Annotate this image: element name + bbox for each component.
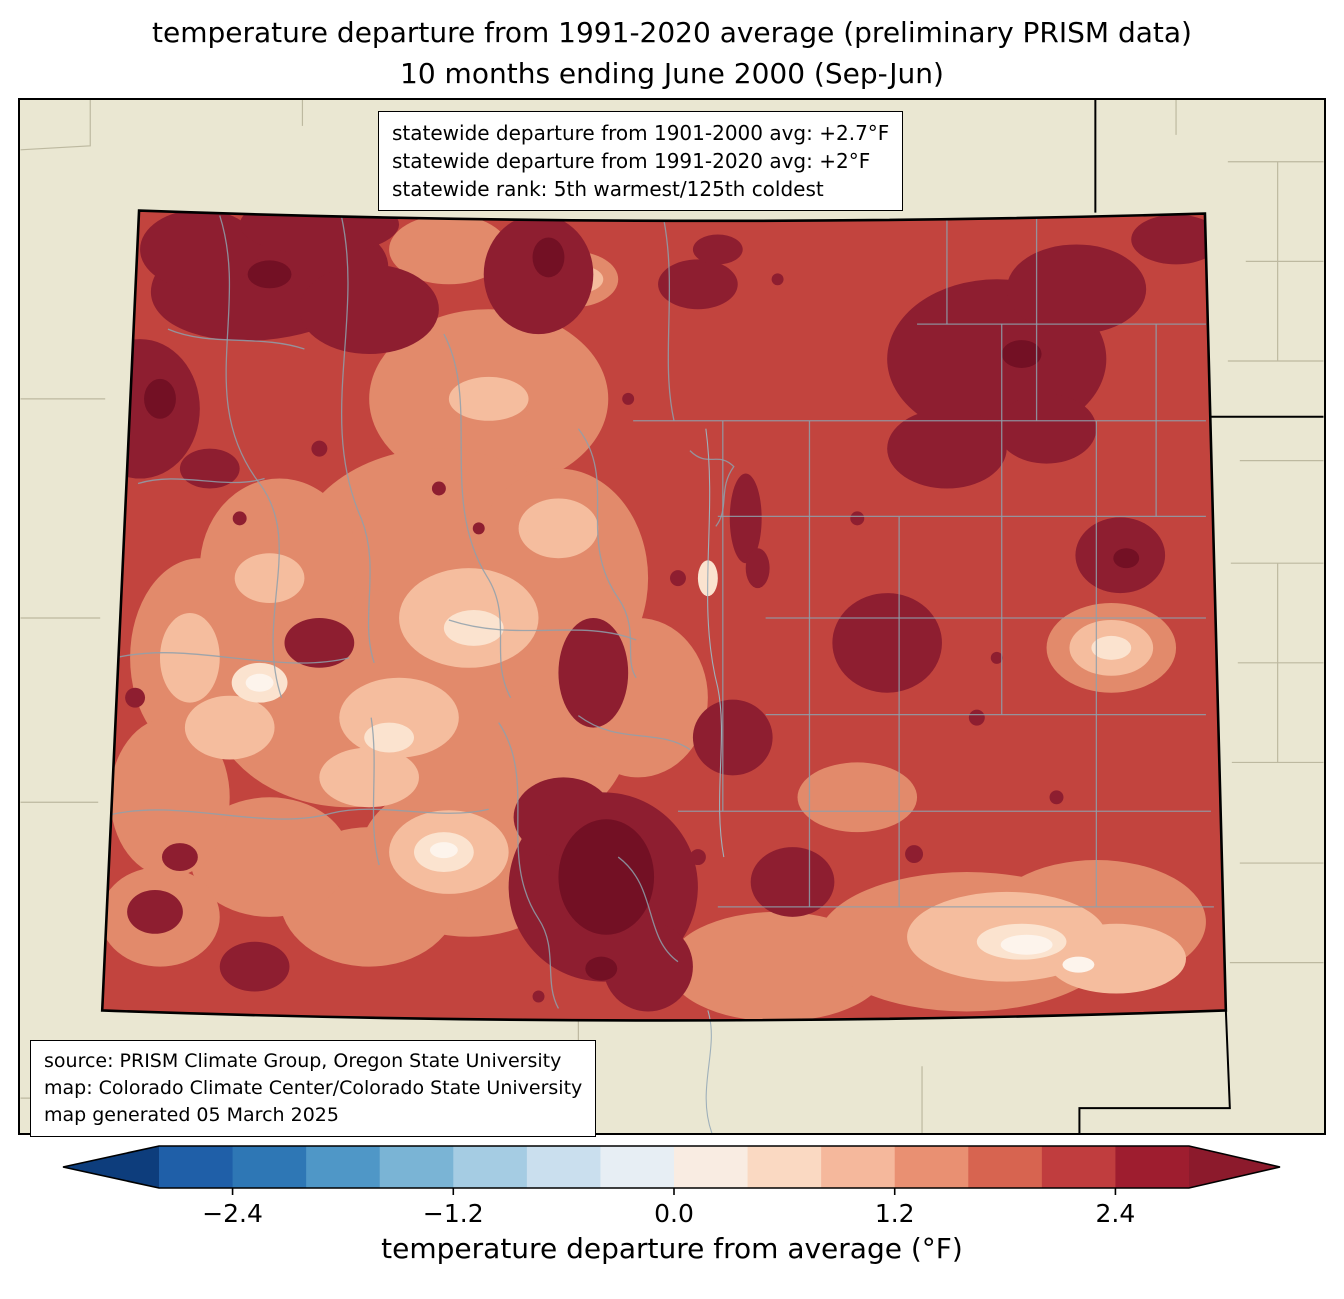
county-boundary-lines (108, 215, 1214, 1009)
colorbar-tick-label: 2.4 (1096, 1199, 1136, 1228)
title-line-2: 10 months ending June 2000 (Sep-Jun) (400, 57, 944, 90)
colorbar-tick-label: −2.4 (202, 1199, 263, 1228)
darkest-red-cores (144, 237, 1140, 981)
colorbar-segment (1115, 1146, 1190, 1188)
stats-line-3: statewide rank: 5th warmest/125th coldes… (392, 177, 824, 201)
colorado-state-border (100, 209, 1228, 1022)
neighbor-state-borders (1078, 100, 1324, 1133)
title-line-1: temperature departure from 1991-2020 ave… (152, 16, 1192, 49)
source-line-2: map: Colorado Climate Center/Colorado St… (44, 1077, 583, 1099)
colorbar-tick-label: −1.2 (423, 1199, 484, 1228)
colorbar-segment (894, 1146, 969, 1188)
river-line (705, 428, 725, 858)
source-attribution-box: source: PRISM Climate Group, Oregon Stat… (30, 1040, 597, 1137)
colorbar-segment (306, 1146, 381, 1188)
colorbar-segment (1041, 1146, 1117, 1188)
river-line-south (705, 1010, 713, 1133)
peach-regions (159, 265, 1187, 994)
colorbar-segment (821, 1146, 896, 1188)
colorbar-segment (968, 1146, 1043, 1188)
colorbar-segment (232, 1146, 307, 1188)
colorbar-segment (747, 1146, 822, 1188)
colorbar-segment (526, 1146, 602, 1188)
colorbar: −2.4 −1.2 0.0 1.2 2.4 (58, 1140, 1286, 1232)
stats-line-1: statewide departure from 1901-2000 avg: … (392, 121, 890, 145)
source-line-3: map generated 05 March 2025 (44, 1104, 339, 1126)
colorbar-segment (674, 1146, 749, 1188)
near-white-spots (245, 673, 1095, 973)
colorbar-under-arrow (63, 1146, 159, 1188)
colorbar-segment (600, 1146, 675, 1188)
neighbor-county-lines (20, 100, 1324, 1133)
colorbar-segment (159, 1146, 234, 1188)
statewide-stats-box: statewide departure from 1901-2000 avg: … (378, 111, 904, 211)
figure-title: temperature departure from 1991-2020 ave… (0, 12, 1344, 94)
colorbar-tick-label: 0.0 (654, 1199, 694, 1228)
colorbar-segment (453, 1146, 528, 1188)
temperature-anomaly-blobs (102, 210, 1221, 1021)
colorbar-axis-label: temperature departure from average (°F) (381, 1232, 963, 1265)
colorbar-over-arrow (1189, 1146, 1280, 1188)
source-line-1: source: PRISM Climate Group, Oregon Stat… (44, 1050, 562, 1072)
colorado-map-svg (20, 100, 1324, 1133)
colorbar-tick-label: 1.2 (875, 1199, 915, 1228)
colorbar-svg: −2.4 −1.2 0.0 1.2 2.4 (62, 1145, 1281, 1228)
stats-line-2: statewide departure from 1991-2020 avg: … (392, 149, 871, 173)
colorbar-outline (62, 1145, 1281, 1189)
colorbar-segment (379, 1146, 454, 1188)
map-plot-area (18, 98, 1326, 1135)
